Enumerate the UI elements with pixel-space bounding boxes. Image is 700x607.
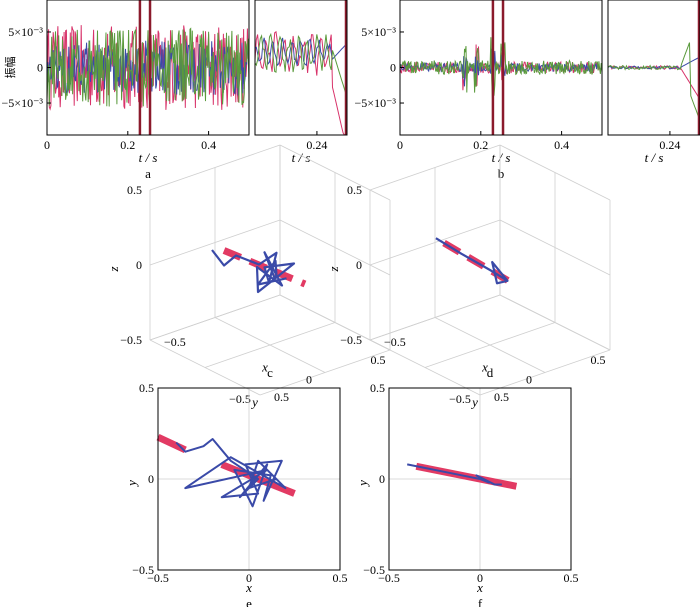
x-tick-label: 0.4: [201, 138, 216, 152]
y-tick-label: 0: [306, 373, 312, 387]
y-tick-label: 0.5: [370, 381, 385, 395]
series-green-line: [399, 36, 603, 99]
grid-line: [434, 317, 546, 373]
panel-label: f: [478, 596, 483, 607]
grid-line: [149, 219, 281, 266]
x-axis-label: x: [476, 580, 483, 595]
zoom-x-axis-label: t / s: [292, 150, 311, 165]
z-tick-label: 0: [356, 258, 362, 272]
y-tick-label: 0.5: [591, 353, 606, 367]
zoom-x-tick-label: 0.24: [659, 138, 680, 152]
series-green-line: [46, 27, 250, 107]
grid-line: [214, 317, 326, 373]
zoom-series-blue-line: [254, 37, 348, 67]
y-axis-label: 振幅: [3, 57, 17, 79]
x-tick-label: −0.5: [164, 335, 186, 349]
grid-line: [369, 339, 481, 396]
panel-label: e: [246, 596, 252, 607]
y-tick-label: 0.5: [139, 381, 154, 395]
x-tick-label: −0.5: [384, 335, 406, 349]
grid-line: [369, 144, 501, 191]
x-tick-label: 0.2: [120, 138, 135, 152]
zoom-series-blue-line: [607, 56, 700, 70]
y-tick-label: 0: [390, 61, 396, 75]
grid-line: [149, 339, 261, 396]
z-tick-label: 0.5: [347, 183, 362, 197]
x-tick-label: −0.5: [378, 571, 400, 585]
zoom-series-green-line: [607, 42, 700, 121]
zoom-plot-frame: [607, 0, 700, 136]
grid-line: [149, 144, 281, 191]
y-tick-label: −5×10⁻³: [355, 96, 397, 110]
y-tick-label: −0.5: [132, 563, 154, 577]
plot-frame: [157, 387, 341, 571]
y-tick-label: 5×10⁻³: [361, 25, 396, 39]
panel-label: d: [487, 365, 494, 380]
x-tick-label: 0.5: [494, 390, 509, 404]
y-tick-label: 0: [526, 373, 532, 387]
z-tick-label: 0.5: [127, 183, 142, 197]
y-axis-label: y: [124, 480, 139, 488]
x-tick-label: −0.5: [147, 571, 169, 585]
y-tick-label: −0.5: [229, 392, 251, 406]
grid-line: [499, 219, 611, 276]
x-tick-label: 0.5: [333, 571, 348, 585]
zoom-series-red-line: [607, 64, 700, 100]
zoom-series-green-line: [254, 32, 348, 98]
x-tick-label: 0: [246, 571, 252, 585]
grid-line: [279, 219, 391, 276]
y-axis-label: y: [355, 480, 370, 488]
x-axis-label: x: [481, 360, 488, 375]
x-axis-label: x: [261, 360, 268, 375]
z-axis-label: z: [326, 266, 341, 272]
trajectory-line: [435, 237, 509, 285]
x-tick-label: 0: [477, 571, 483, 585]
zoom-plot-frame: [254, 0, 348, 136]
x-tick-label: 0.5: [564, 571, 579, 585]
x-tick-label: 0.2: [473, 138, 488, 152]
x-axis-label: t / s: [139, 150, 158, 165]
y-tick-label: −0.5: [363, 563, 385, 577]
z-tick-label: −0.5: [120, 333, 142, 347]
x-axis-label: t / s: [492, 150, 511, 165]
y-tick-label: 5×10⁻³: [8, 25, 43, 39]
plot-frame: [388, 387, 572, 571]
y-tick-label: 0: [379, 472, 385, 486]
y-tick-label: −0.5: [449, 392, 471, 406]
y-tick-label: 0.5: [371, 353, 386, 367]
x-tick-label: 0.5: [274, 390, 289, 404]
zoom-x-axis-label: t / s: [645, 150, 664, 165]
panel-label: b: [498, 166, 505, 181]
panel-label: a: [145, 166, 151, 181]
trajectory-line: [175, 438, 287, 508]
y-axis-label: y: [470, 395, 478, 410]
z-tick-label: −0.5: [340, 333, 362, 347]
trajectory-line: [407, 463, 502, 486]
grid-line: [499, 144, 611, 201]
x-axis-label: x: [245, 580, 252, 595]
x-tick-label: 0: [44, 138, 50, 152]
x-tick-label: 0: [397, 138, 403, 152]
grid-line: [279, 144, 391, 201]
y-axis-label: y: [250, 395, 258, 410]
trajectory-line: [211, 249, 296, 294]
grid-line: [369, 219, 501, 266]
y-tick-label: −5×10⁻³: [2, 96, 44, 110]
x-tick-label: 0.4: [554, 138, 569, 152]
y-tick-label: 0: [37, 61, 43, 75]
z-tick-label: 0: [136, 258, 142, 272]
zoom-x-tick-label: 0.24: [306, 138, 327, 152]
panel-label: c: [267, 365, 273, 380]
y-tick-label: 0: [148, 472, 154, 486]
z-axis-label: z: [106, 266, 121, 272]
